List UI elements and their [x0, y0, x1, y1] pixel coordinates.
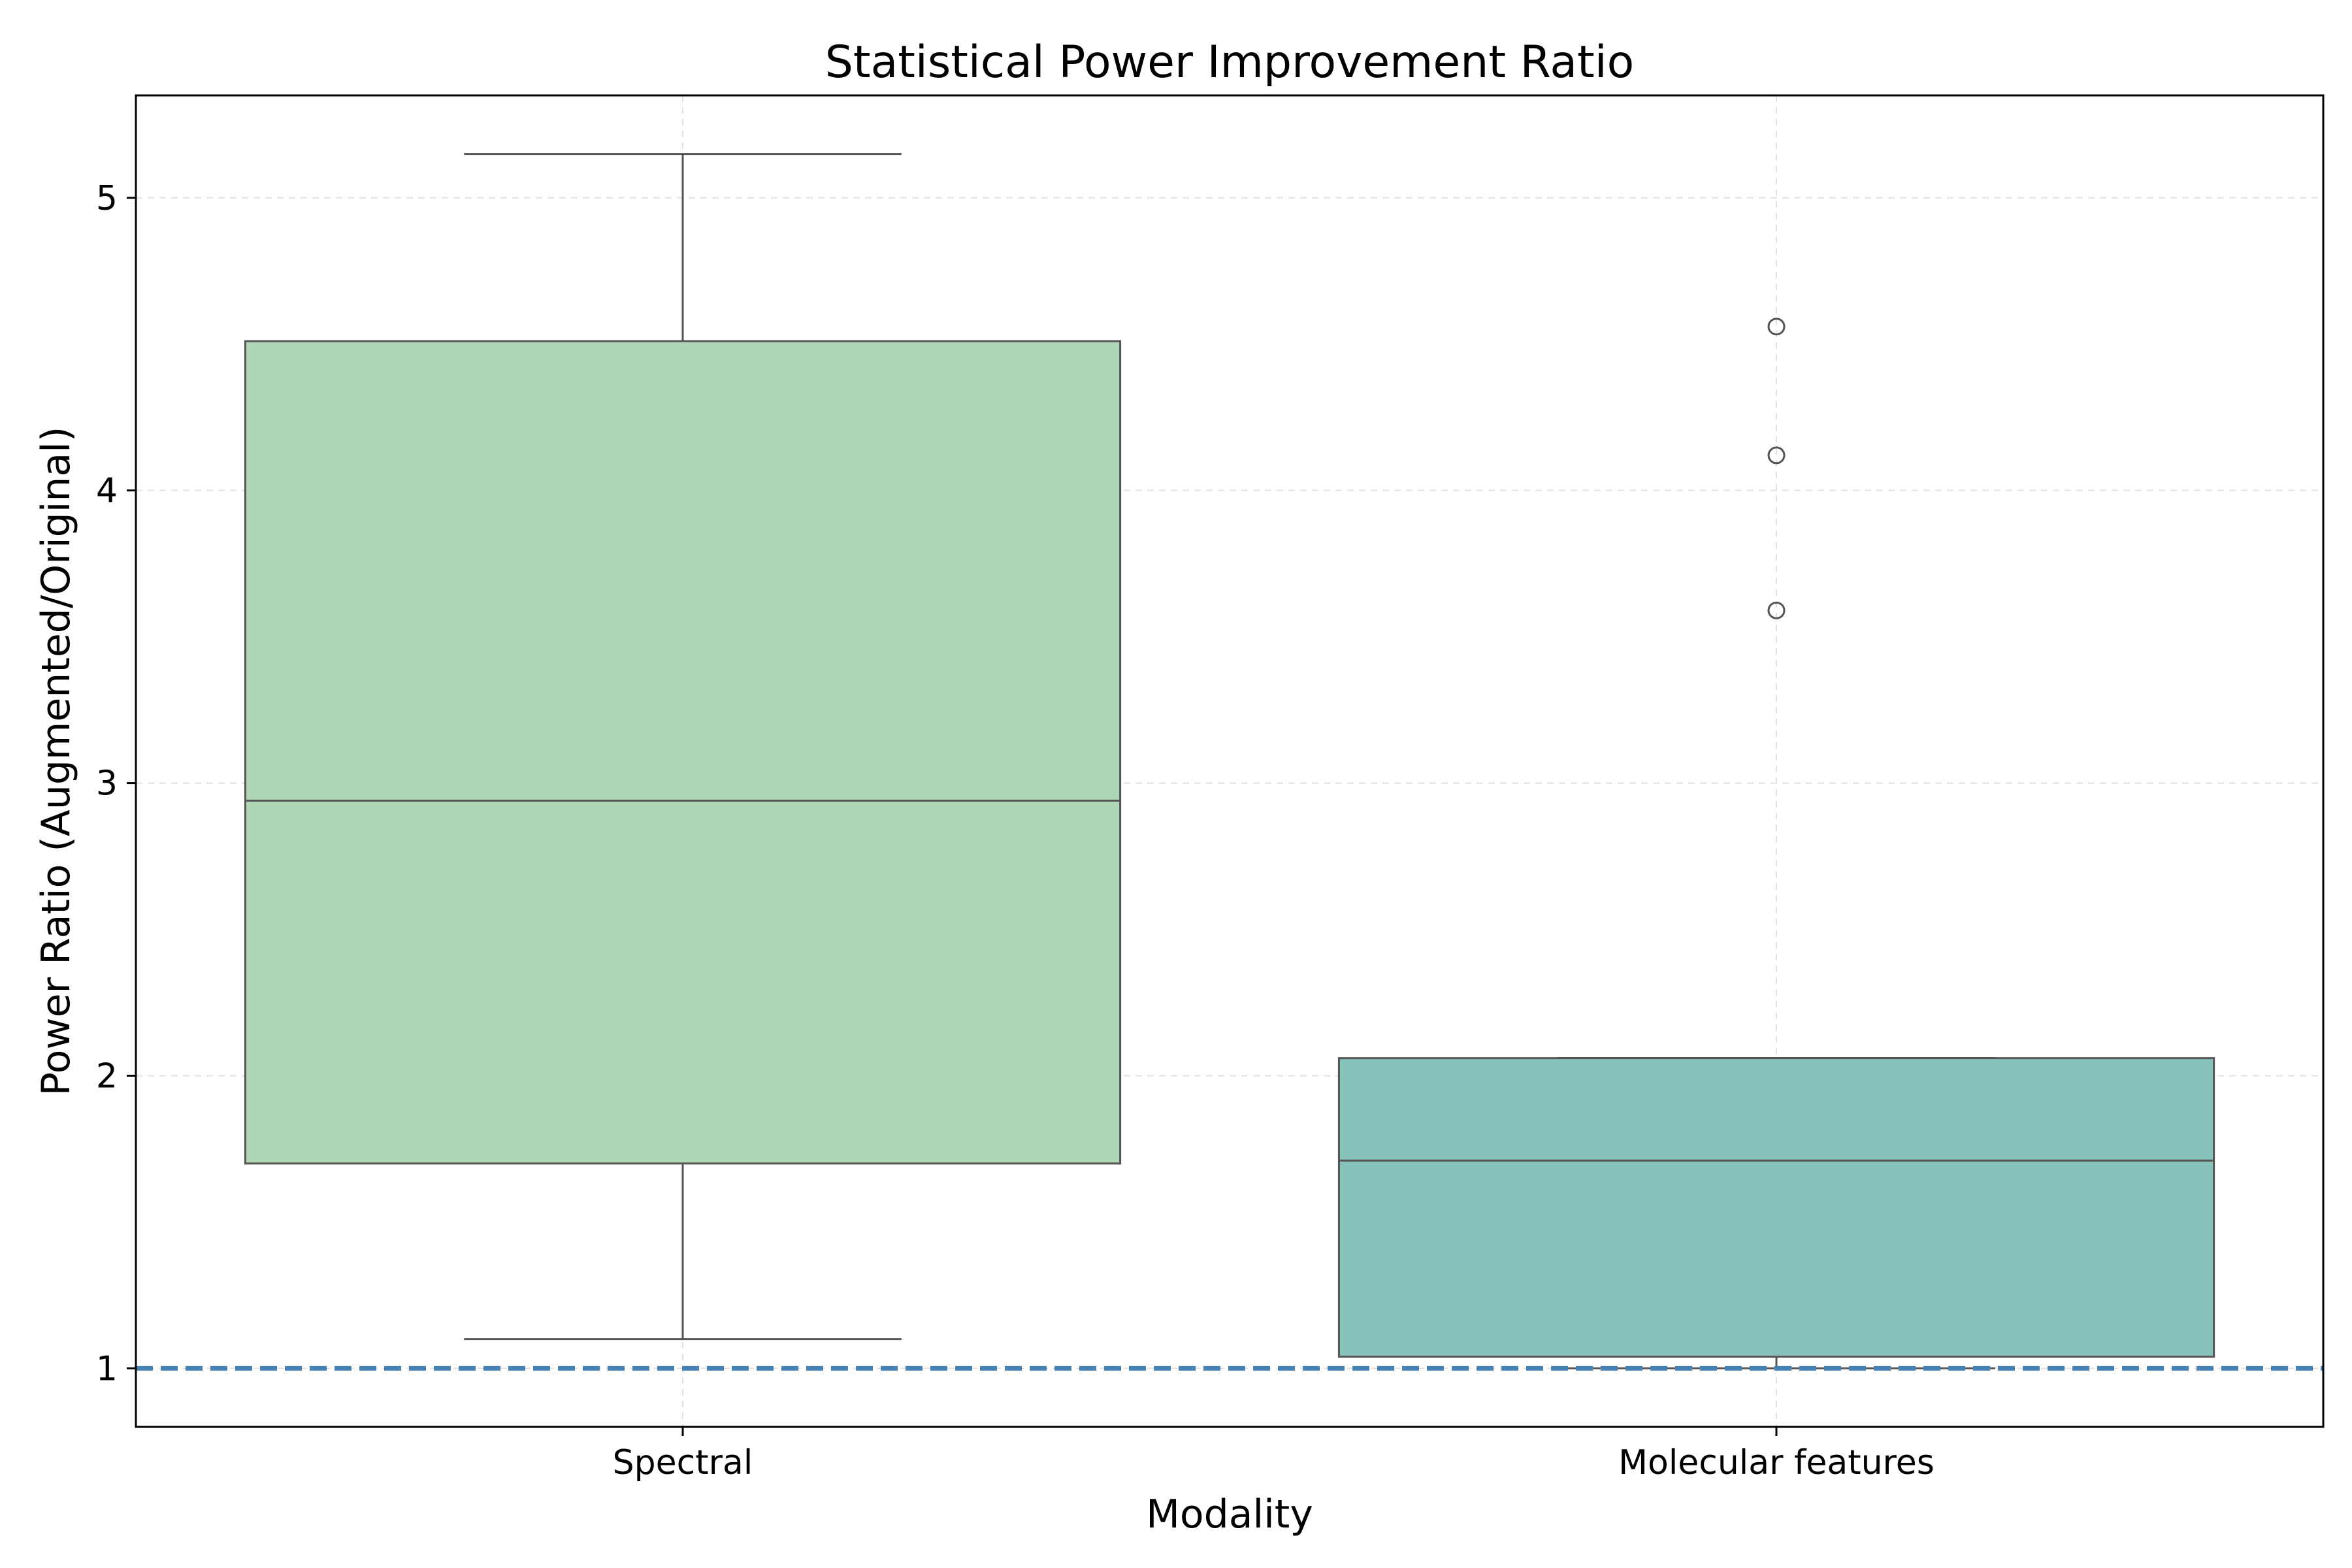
y-tick-label: 4: [96, 472, 118, 511]
plot-area-frame: [135, 94, 2325, 1428]
x-axis-label: Modality: [1146, 1492, 1313, 1537]
ticks: 1 2 3 4 5 Spectral Molecular features: [96, 179, 1935, 1482]
x-tick-label: Molecular features: [1618, 1443, 1935, 1482]
x-tick-label: Spectral: [613, 1443, 753, 1482]
chart-title: Statistical Power Improvement Ratio: [825, 37, 1634, 88]
y-tick-label: 2: [96, 1057, 118, 1096]
y-tick-label: 1: [96, 1349, 118, 1388]
y-axis-label: Power Ratio (Augmented/Original): [33, 427, 79, 1096]
y-tick-label: 5: [96, 179, 118, 218]
outlier-point: [1767, 601, 1786, 619]
box-0: [244, 153, 1122, 1341]
y-tick-label: 3: [96, 764, 118, 804]
box-1: [1337, 318, 2215, 1369]
boxes: [244, 153, 2215, 1369]
outlier-point: [1767, 446, 1786, 465]
outlier-point: [1767, 318, 1786, 336]
box-iqr: [244, 340, 1122, 1165]
box-iqr: [1337, 1057, 2215, 1358]
